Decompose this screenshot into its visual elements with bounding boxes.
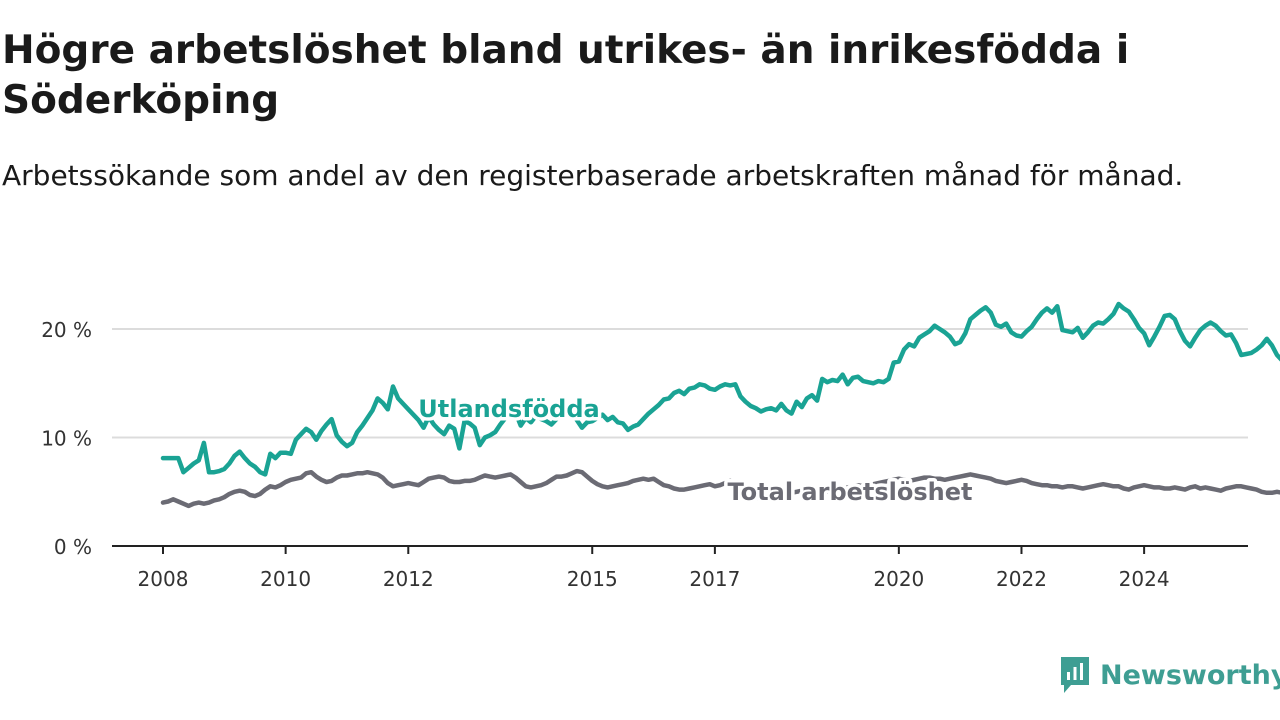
x-tick-label: 2020 — [873, 567, 924, 591]
series-lines — [160, 301, 1280, 509]
x-tick-label: 2024 — [1119, 567, 1170, 591]
gridlines — [112, 328, 1248, 439]
chart-title: Högre arbetslöshet bland utrikes- än inr… — [2, 28, 1130, 123]
y-tick-label: 0 % — [54, 535, 92, 559]
series-line-0 — [160, 301, 1280, 477]
y-tick-label: 20 % — [41, 318, 92, 342]
x-tick-label: 2022 — [996, 567, 1047, 591]
x-tick-label: 2008 — [138, 567, 189, 591]
series-name-label: Utlandsfödda — [418, 395, 599, 423]
x-tick-label: 2010 — [260, 567, 311, 591]
x-tick-label: 2017 — [689, 567, 740, 591]
y-tick-labels: 0 % 10 % 20 % — [41, 318, 92, 559]
newsworthy-logo-icon — [1061, 657, 1089, 693]
x-axis: 2008 2010 2012 2015 2017 2020 2022 2024 — [112, 545, 1248, 591]
x-tick-label: 2015 — [567, 567, 618, 591]
x-tick-label: 2012 — [383, 567, 434, 591]
newsworthy-logo-text: Newsworthy — [1100, 659, 1280, 691]
newsworthy-logo: Newsworthy — [1058, 654, 1280, 696]
chart-subtitle: Arbetssökande som andel av den registerb… — [2, 159, 1184, 192]
y-tick-label: 10 % — [41, 427, 92, 451]
series-name-label: Total arbetslöshet — [727, 478, 972, 506]
series-line-1 — [160, 468, 1280, 509]
